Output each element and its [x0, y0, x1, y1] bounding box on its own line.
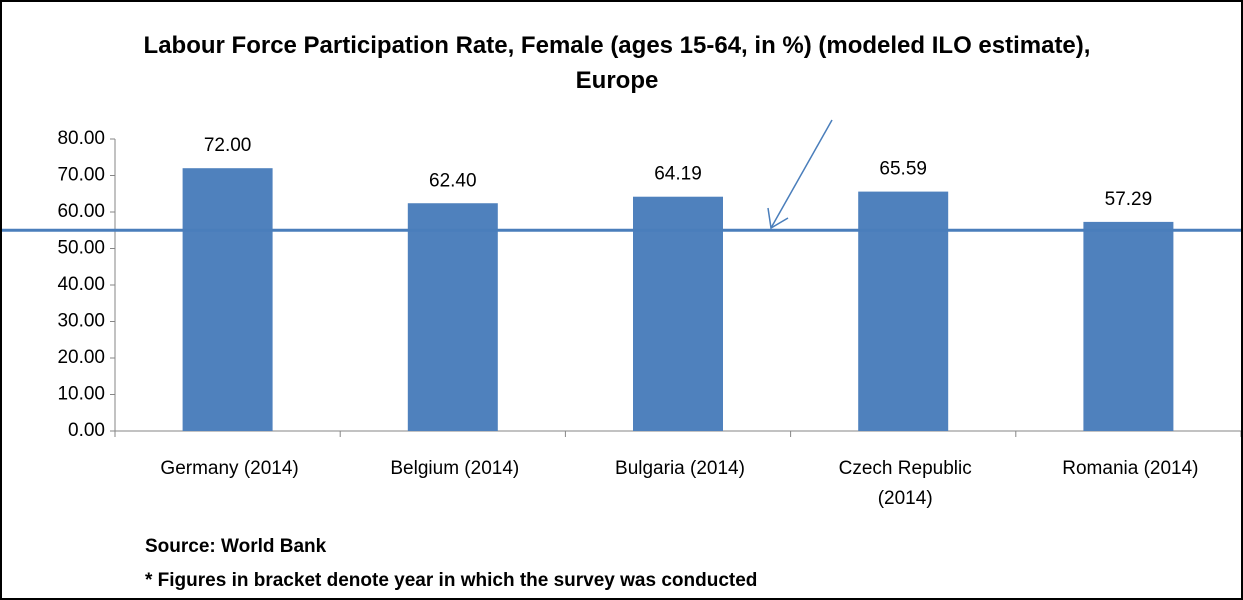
x-tick-label: Belgium (2014): [390, 458, 520, 479]
bar: [1083, 221, 1174, 431]
y-tick-label: 30.00: [57, 311, 105, 332]
y-tick-label: 0.00: [68, 420, 105, 441]
bar: [633, 196, 723, 431]
x-tick-label: Bulgaria (2014): [615, 458, 745, 479]
annotation-arrow: [770, 119, 833, 229]
bar: [858, 191, 949, 431]
y-tick-label: 70.00: [57, 165, 105, 186]
data-label: 64.19: [654, 164, 702, 185]
data-label: 72.00: [204, 135, 252, 156]
bar: [182, 168, 273, 431]
footnote: * Figures in bracket denote year in whic…: [145, 570, 758, 591]
data-label: 57.29: [1105, 189, 1153, 210]
y-tick-label: 40.00: [57, 274, 105, 295]
source-note: Source: World Bank: [145, 536, 327, 557]
x-tick-label: Czech Republic (2014): [838, 458, 972, 509]
data-label: 62.40: [429, 170, 477, 191]
data-label: 65.59: [879, 159, 927, 180]
chart-title: Labour Force Participation Rate, Female …: [143, 32, 1091, 94]
y-tick-label: 50.00: [57, 238, 105, 259]
y-tick-label: 80.00: [57, 128, 105, 149]
y-tick-label: 10.00: [57, 384, 105, 405]
y-tick-label: 20.00: [57, 347, 105, 368]
x-tick-label: Germany (2014): [160, 458, 299, 479]
annotation-arrowhead: [767, 207, 789, 230]
x-tick-label: Romania (2014): [1062, 458, 1199, 479]
y-tick-label: 60.00: [57, 201, 105, 222]
bar: [407, 203, 498, 431]
